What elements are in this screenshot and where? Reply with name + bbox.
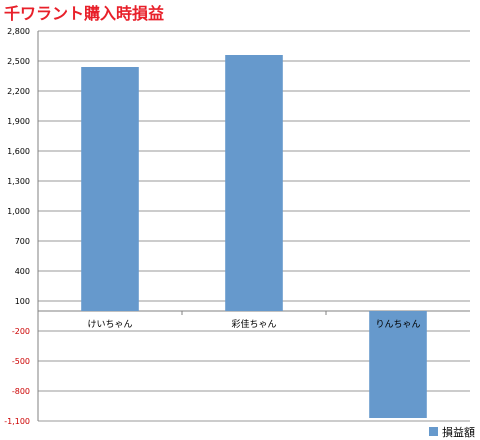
- category-label: 彩佳ちゃん: [231, 318, 276, 330]
- y-tick-label: 1,900: [7, 117, 30, 126]
- y-tick-label: 2,200: [7, 87, 30, 96]
- chart-title: 千ワラント購入時損益: [4, 4, 165, 23]
- y-tick-label: 1,300: [7, 177, 30, 186]
- bar-3: [369, 311, 427, 418]
- category-label: りんちゃん: [375, 319, 420, 330]
- legend: 損益額: [429, 425, 475, 439]
- y-tick-label: 100: [15, 297, 30, 306]
- y-tick-label: -500: [12, 357, 30, 366]
- y-tick-label: 2,800: [7, 27, 30, 36]
- bars: [81, 55, 427, 418]
- y-tick-label: 700: [15, 237, 30, 246]
- y-tick-label: -200: [12, 327, 30, 336]
- category-label: けいちゃん: [87, 319, 132, 330]
- legend-swatch: [429, 427, 438, 436]
- y-tick-label: 2,500: [7, 57, 30, 66]
- bar-2: [225, 55, 283, 311]
- y-tick-label: -800: [12, 387, 30, 396]
- y-tick-label: -1,100: [4, 417, 30, 426]
- y-tick-label: 400: [15, 267, 30, 276]
- bar-1: [81, 67, 139, 311]
- y-tick-label: 1,600: [7, 147, 30, 156]
- y-tick-label: 1,000: [7, 207, 30, 216]
- legend-label: 損益額: [442, 425, 475, 439]
- category-labels: けいちゃん 彩佳ちゃん りんちゃん: [87, 318, 420, 330]
